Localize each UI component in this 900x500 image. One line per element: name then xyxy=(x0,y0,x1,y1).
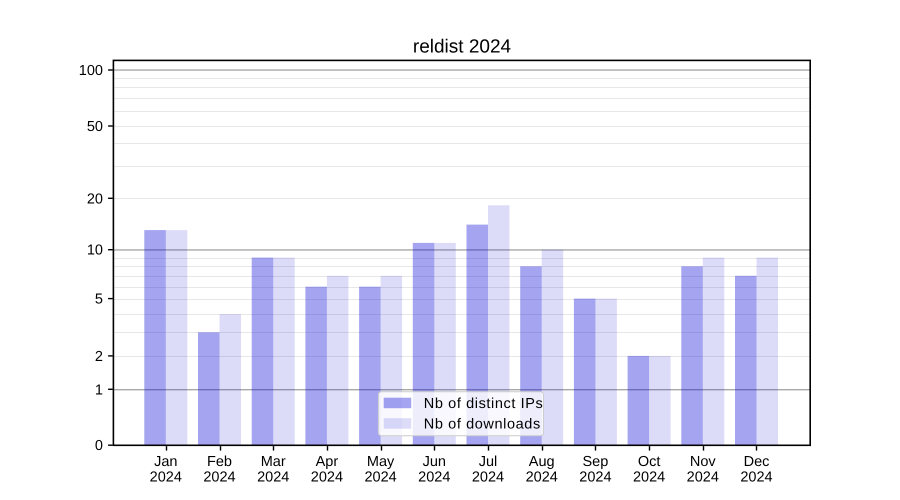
svg-text:Sep: Sep xyxy=(582,454,608,470)
svg-text:5: 5 xyxy=(95,292,103,308)
svg-text:Jan: Jan xyxy=(154,454,177,470)
svg-text:2024: 2024 xyxy=(526,469,558,485)
svg-text:Jun: Jun xyxy=(423,454,446,470)
svg-text:2024: 2024 xyxy=(579,469,611,485)
svg-text:2024: 2024 xyxy=(364,469,396,485)
svg-text:reldist 2024: reldist 2024 xyxy=(413,37,512,58)
svg-text:2024: 2024 xyxy=(472,469,504,485)
svg-text:2024: 2024 xyxy=(687,469,719,485)
svg-text:2024: 2024 xyxy=(311,469,343,485)
svg-text:20: 20 xyxy=(87,191,103,207)
svg-text:Nb of downloads: Nb of downloads xyxy=(424,416,541,432)
svg-text:50: 50 xyxy=(87,119,103,135)
svg-text:2024: 2024 xyxy=(150,469,182,485)
svg-text:2024: 2024 xyxy=(740,469,772,485)
svg-text:Mar: Mar xyxy=(261,454,286,470)
svg-text:Oct: Oct xyxy=(638,454,661,470)
svg-text:Aug: Aug xyxy=(529,454,555,470)
svg-text:Nov: Nov xyxy=(690,454,717,470)
svg-text:Jul: Jul xyxy=(479,454,498,470)
svg-text:2024: 2024 xyxy=(203,469,235,485)
svg-text:2024: 2024 xyxy=(257,469,289,485)
svg-text:2024: 2024 xyxy=(418,469,450,485)
svg-text:2024: 2024 xyxy=(633,469,665,485)
svg-text:2: 2 xyxy=(95,349,103,365)
svg-text:Dec: Dec xyxy=(744,454,770,470)
svg-text:Apr: Apr xyxy=(316,454,339,470)
svg-text:Nb of distinct IPs: Nb of distinct IPs xyxy=(424,396,544,412)
svg-text:100: 100 xyxy=(79,63,103,79)
svg-text:Feb: Feb xyxy=(207,454,232,470)
svg-text:May: May xyxy=(367,454,395,470)
svg-text:0: 0 xyxy=(95,438,103,454)
svg-text:1: 1 xyxy=(95,382,103,398)
svg-text:10: 10 xyxy=(87,243,103,259)
